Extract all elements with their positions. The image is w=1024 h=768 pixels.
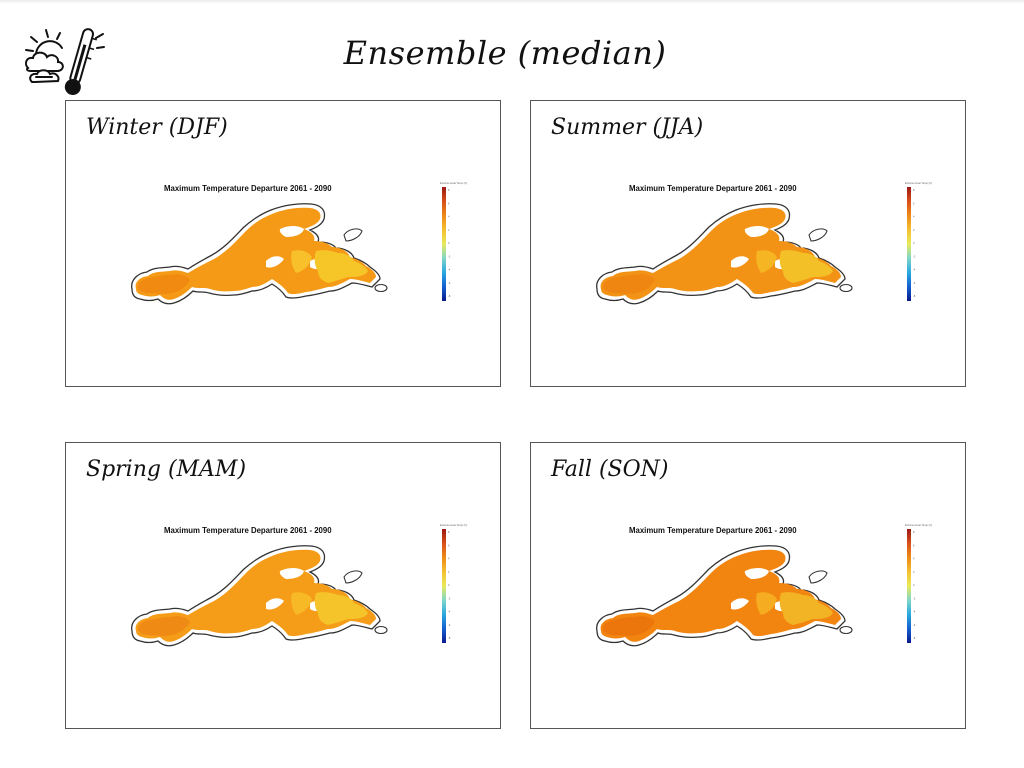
- legend-tick: -4: [448, 268, 451, 272]
- legend-tick: 6: [448, 543, 450, 547]
- legend-tick: -8: [448, 294, 451, 298]
- island-outline: [808, 570, 828, 584]
- cool-patch: [756, 592, 777, 615]
- panel-label: Fall (SON): [551, 457, 669, 482]
- lake-gap: [266, 598, 284, 610]
- legend-tick: -8: [913, 636, 916, 640]
- legend-tick: 0: [913, 241, 915, 245]
- island-outline: [808, 228, 828, 242]
- warm-patch: [603, 616, 655, 636]
- legend-label: Extreme Heat Temp (C): [440, 523, 467, 527]
- legend-tick: 4: [913, 557, 915, 561]
- warm-patch: [138, 616, 190, 636]
- lake-gap: [744, 568, 769, 579]
- temperature-map: Maximum Temperature Departure 2061 - 209…: [596, 181, 932, 305]
- temperature-map: Maximum Temperature Departure 2061 - 209…: [596, 523, 932, 647]
- legend-tick: 2: [913, 228, 915, 232]
- legend-tick: -8: [448, 636, 451, 640]
- top-rule: [0, 0, 1024, 4]
- legend-tick: -6: [913, 623, 916, 627]
- legend-colorbar: [442, 529, 446, 643]
- east-peninsula-fill: [314, 250, 368, 283]
- map-title: Maximum Temperature Departure 2061 - 209…: [629, 184, 797, 193]
- legend-tick: -2: [448, 254, 451, 258]
- land-region: [596, 203, 853, 305]
- legend-tick: -4: [913, 610, 916, 614]
- legend-colorbar: [907, 187, 911, 301]
- legend-tick: 6: [448, 201, 450, 205]
- panel-label: Summer (JJA): [551, 115, 704, 140]
- legend-tick: -6: [448, 623, 451, 627]
- island-outline: [343, 228, 363, 242]
- slide-title: Ensemble (median): [343, 34, 667, 72]
- island-outline: [343, 570, 363, 584]
- weather-thermometer-icon: [24, 28, 105, 95]
- lake-gap: [266, 256, 284, 268]
- island-outline: [839, 283, 853, 293]
- legend-tick: -2: [913, 254, 916, 258]
- land-region: [596, 545, 853, 647]
- island-outline: [839, 625, 853, 635]
- legend-tick: 8: [913, 530, 915, 534]
- warm-patch: [603, 274, 655, 294]
- legend-tick: 8: [913, 188, 915, 192]
- legend-tick: -4: [448, 610, 451, 614]
- legend-tick: -6: [448, 281, 451, 285]
- map-panel-summer: Summer (JJA) Maximum Temperature Departur…: [530, 100, 966, 387]
- map-panel-spring: Spring (MAM) Maximum Temperature Departur…: [65, 442, 501, 729]
- legend-tick: 2: [448, 570, 450, 574]
- legend-tick: 8: [448, 188, 450, 192]
- legend-tick: -6: [913, 281, 916, 285]
- legend-label: Extreme Heat Temp (C): [905, 181, 932, 185]
- cool-patch: [291, 250, 312, 273]
- island-outline: [374, 625, 388, 635]
- legend-tick: 2: [448, 228, 450, 232]
- cool-patch: [291, 592, 312, 615]
- temperature-fill: [135, 207, 376, 300]
- legend-tick: 6: [913, 543, 915, 547]
- cool-patch: [756, 250, 777, 273]
- lake-gap: [731, 598, 749, 610]
- legend-tick: 2: [913, 570, 915, 574]
- legend-tick: -2: [448, 596, 451, 600]
- legend-tick: -8: [913, 294, 916, 298]
- land-region: [131, 545, 388, 647]
- map-title: Maximum Temperature Departure 2061 - 209…: [629, 526, 797, 535]
- map-title: Maximum Temperature Departure 2061 - 209…: [164, 184, 332, 193]
- legend-tick: 0: [448, 241, 450, 245]
- east-peninsula-fill: [314, 592, 368, 625]
- warm-patch: [138, 274, 190, 294]
- lake-gap: [744, 226, 769, 237]
- temperature-map: Maximum Temperature Departure 2061 - 209…: [131, 523, 467, 647]
- legend-tick: 4: [448, 557, 450, 561]
- legend-tick: 4: [913, 215, 915, 219]
- legend-tick: -4: [913, 268, 916, 272]
- temperature-fill: [600, 549, 841, 642]
- temperature-map: Maximum Temperature Departure 2061 - 209…: [131, 181, 467, 305]
- legend-tick: 0: [448, 583, 450, 587]
- legend-label: Extreme Heat Temp (C): [905, 523, 932, 527]
- lake-gap: [279, 568, 304, 579]
- map-title: Maximum Temperature Departure 2061 - 209…: [164, 526, 332, 535]
- legend-tick: 8: [448, 530, 450, 534]
- east-peninsula-fill: [779, 592, 833, 625]
- legend-tick: 0: [913, 583, 915, 587]
- lake-gap: [731, 256, 749, 268]
- temperature-fill: [135, 549, 376, 642]
- panel-label: Winter (DJF): [86, 115, 228, 140]
- legend-tick: 6: [913, 201, 915, 205]
- legend-colorbar: [442, 187, 446, 301]
- temperature-fill: [600, 207, 841, 300]
- legend-colorbar: [907, 529, 911, 643]
- lake-gap: [279, 226, 304, 237]
- land-region: [131, 203, 388, 305]
- panel-label: Spring (MAM): [86, 457, 247, 482]
- island-outline: [374, 283, 388, 293]
- legend-tick: 4: [448, 215, 450, 219]
- east-peninsula-fill: [779, 250, 833, 283]
- map-panel-winter: Winter (DJF) Maximum Temperature Departur…: [65, 100, 501, 387]
- legend-tick: -2: [913, 596, 916, 600]
- legend-label: Extreme Heat Temp (C): [440, 181, 467, 185]
- map-panel-fall: Fall (SON) Maximum Temperature Departure …: [530, 442, 966, 729]
